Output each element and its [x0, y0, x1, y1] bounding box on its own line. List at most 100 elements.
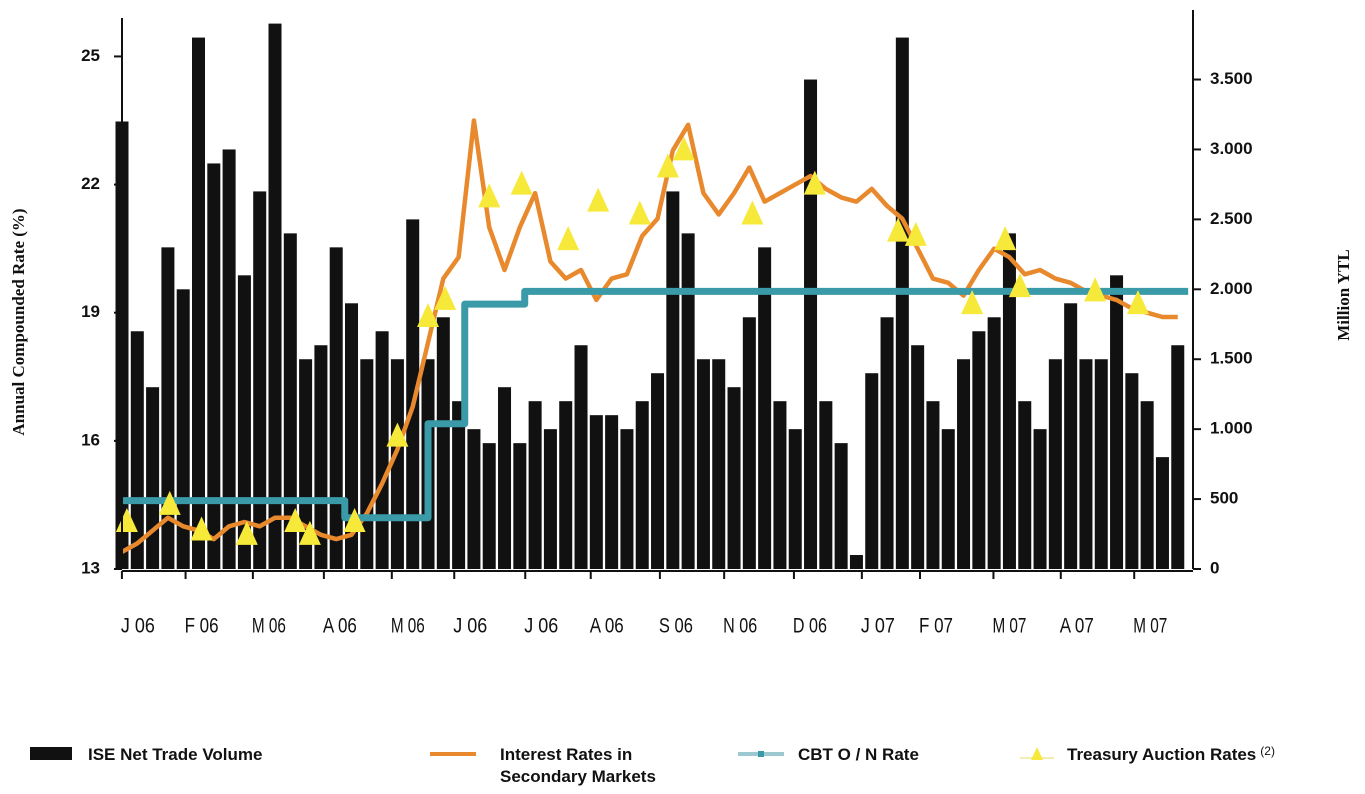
volume-bar [1002, 233, 1016, 569]
swatch [30, 747, 72, 760]
auction-marker [478, 183, 501, 208]
x-tick-label: D 06 [793, 615, 827, 638]
volume-bar [528, 401, 542, 569]
volume-bar [788, 429, 802, 569]
volume-bar [253, 191, 267, 569]
volume-bar [498, 387, 512, 569]
auction-marker [803, 170, 826, 195]
volume-bar [957, 359, 971, 569]
volume-bar [237, 275, 251, 569]
volume-bar [161, 247, 175, 569]
legend-label: ISE Net Trade Volume [88, 745, 263, 764]
volume-bar [620, 429, 634, 569]
volume-bar [727, 387, 741, 569]
y2-tick-label: 3.500 [1210, 69, 1253, 88]
volume-bar [865, 373, 879, 569]
auction-marker [904, 221, 927, 246]
volume-bar [436, 317, 450, 569]
auction-marker [298, 520, 321, 545]
auction-marker [887, 217, 910, 242]
y2-tick-label: 500 [1210, 489, 1238, 508]
auction-marker [510, 170, 533, 195]
auction-marker [343, 508, 366, 533]
volume-bar [130, 331, 144, 569]
auction-marker [741, 200, 764, 225]
legend-superscript: (2) [1260, 744, 1275, 758]
volume-bar [849, 555, 863, 569]
legend-item: CBT O / N Rate [738, 744, 919, 766]
volume-bar [207, 163, 221, 569]
y2-tick-label: 1.000 [1210, 419, 1253, 438]
auction-marker [961, 290, 984, 315]
volume-bar [1171, 345, 1185, 569]
volume-bar [222, 149, 236, 569]
series-line [122, 287, 1189, 522]
volume-bar [880, 317, 894, 569]
volume-bar [314, 345, 328, 569]
volume-bar [651, 373, 665, 569]
y2-tick-label: 2.500 [1210, 209, 1253, 228]
volume-bar [773, 401, 787, 569]
volume-bar [360, 359, 374, 569]
volume-bar [742, 317, 756, 569]
y2-tick-label: 1.500 [1210, 349, 1253, 368]
x-tick-label: J 06 [121, 615, 155, 638]
auction-marker [628, 200, 651, 225]
legend-item: Interest Rates in Secondary Markets [430, 744, 670, 788]
x-tick-label: M 06 [391, 615, 425, 638]
y2-tick-label: 0 [1210, 558, 1219, 577]
x-tick-label: F 07 [919, 615, 953, 638]
volume-bar [1048, 359, 1062, 569]
volume-bar [589, 415, 603, 569]
auction-marker [587, 187, 610, 212]
volume-bar [895, 37, 909, 570]
volume-bar [482, 443, 496, 569]
volume-bar [329, 247, 343, 569]
volume-bar [406, 219, 420, 569]
volume-bar [758, 247, 772, 569]
volume-bar [1079, 359, 1093, 569]
x-tick-label: J 06 [453, 615, 487, 638]
auction-marker [1084, 277, 1107, 302]
y-tick-label: 16 [81, 430, 100, 449]
auction-marker [235, 520, 258, 545]
volume-bar [559, 401, 573, 569]
legend-label: Interest Rates in Secondary Markets [500, 745, 656, 786]
x-tick-label: M 07 [1133, 615, 1167, 638]
volume-bar [804, 79, 818, 570]
volume-bar [941, 429, 955, 569]
volume-bar [268, 23, 282, 569]
auction-marker [158, 490, 181, 515]
legend-label: Treasury Auction Rates [1067, 745, 1257, 764]
auction-marker [417, 302, 440, 327]
x-tick-label: A 06 [590, 615, 624, 638]
legend-label: CBT O / N Rate [798, 745, 919, 764]
legend-item: ISE Net Trade Volume [30, 744, 262, 766]
volume-bar [911, 345, 925, 569]
auction-marker [386, 422, 409, 447]
volume-bar [1094, 359, 1108, 569]
legend-item: Treasury Auction Rates (2) [1020, 744, 1275, 766]
y-tick-label: 22 [81, 174, 100, 193]
auction-marker [434, 285, 457, 310]
x-tick-label: S 06 [659, 615, 693, 638]
volume-bar [681, 233, 695, 569]
volume-bar [299, 359, 313, 569]
volume-bar [574, 345, 588, 569]
auction-marker [557, 226, 580, 251]
volume-bar [513, 443, 527, 569]
x-tick-label: A 06 [323, 615, 357, 638]
x-tick-label: J 07 [861, 615, 895, 638]
y-tick-label: 13 [81, 558, 100, 577]
volume-bar [1125, 373, 1139, 569]
volume-bar [1018, 401, 1032, 569]
volume-bar [926, 401, 940, 569]
swatch [1031, 747, 1043, 760]
x-tick-label: M 06 [252, 615, 286, 638]
volume-bar [666, 191, 680, 569]
x-tick-label: A 07 [1060, 615, 1094, 638]
volume-bar [283, 233, 297, 569]
volume-bar [1155, 457, 1169, 569]
volume-bar [987, 317, 1001, 569]
y2-axis-title: Million YTL [1334, 249, 1353, 340]
